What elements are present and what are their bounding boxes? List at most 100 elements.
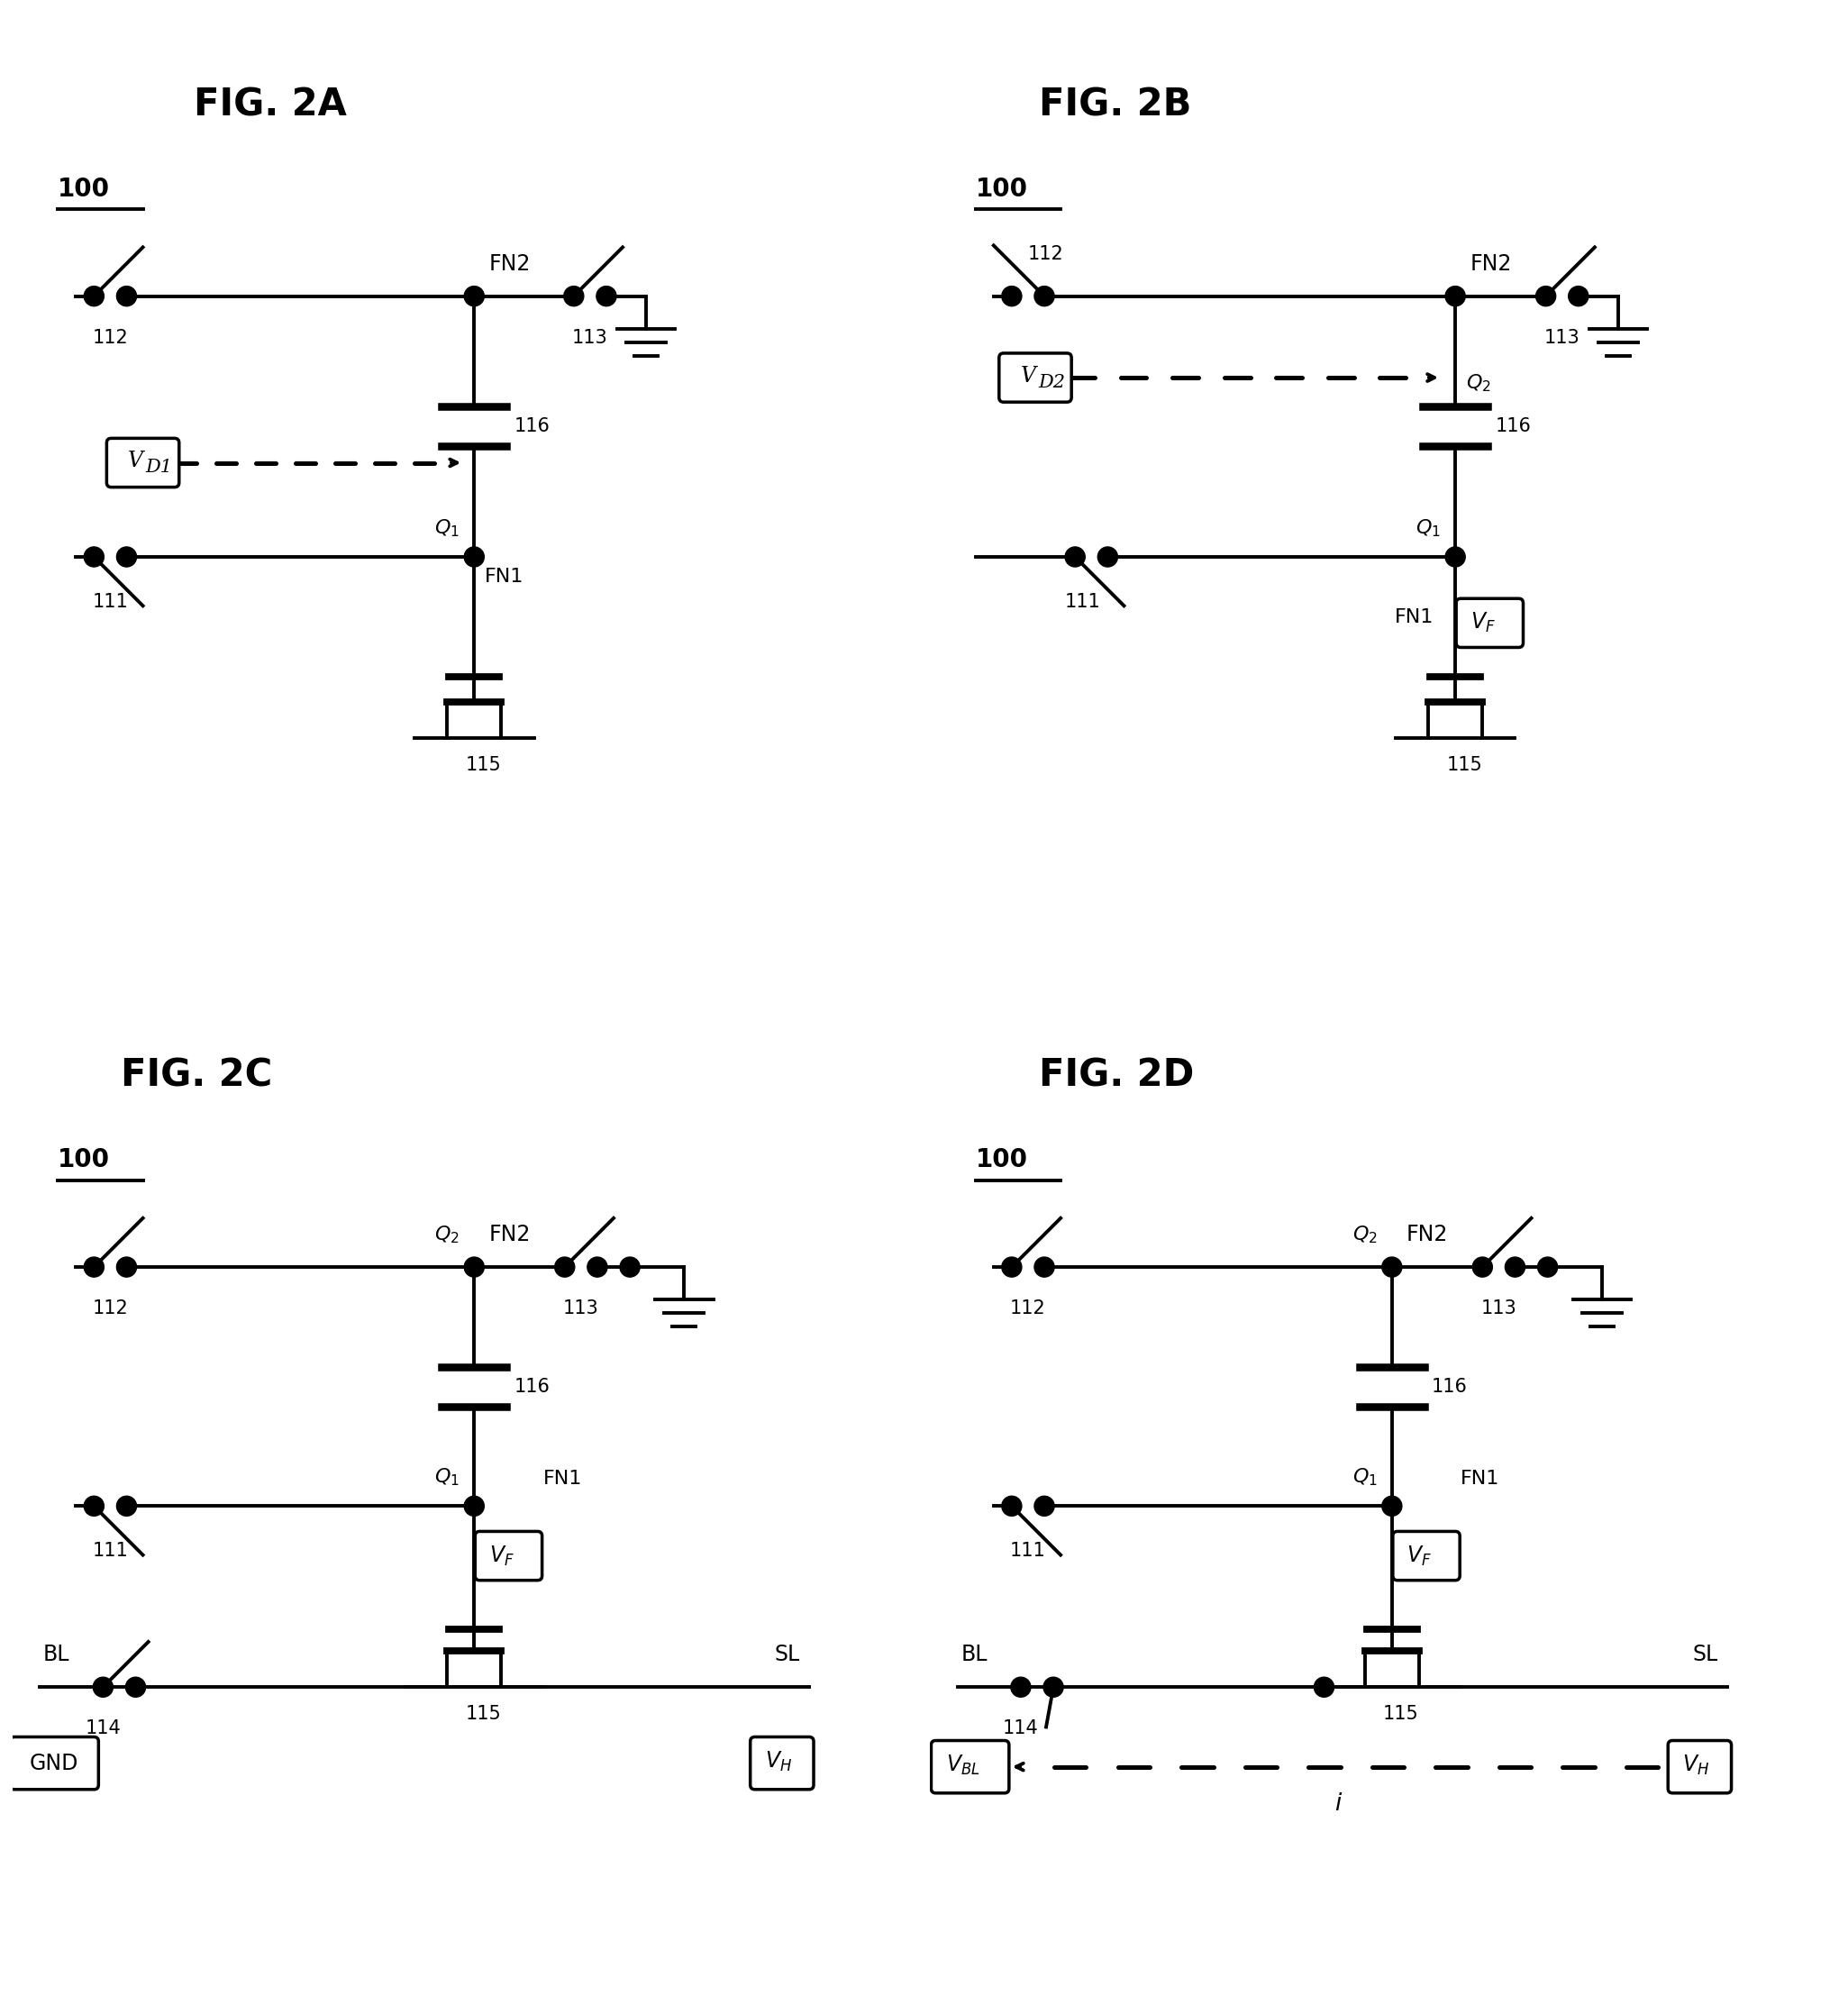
Circle shape [83, 287, 103, 307]
Text: 113: 113 [573, 329, 608, 347]
Circle shape [83, 1257, 103, 1277]
Circle shape [83, 547, 103, 567]
Text: V: V [128, 451, 144, 471]
Circle shape [126, 1676, 146, 1696]
Text: 115: 115 [466, 756, 501, 774]
FancyBboxPatch shape [1000, 353, 1072, 403]
FancyBboxPatch shape [107, 439, 179, 487]
Text: 113: 113 [564, 1299, 599, 1317]
Circle shape [116, 1496, 137, 1516]
Text: SL: SL [774, 1644, 800, 1666]
Circle shape [1044, 1676, 1063, 1696]
Text: FN1: FN1 [543, 1470, 582, 1488]
FancyBboxPatch shape [931, 1740, 1009, 1792]
Text: $V_F$: $V_F$ [1406, 1544, 1432, 1568]
Text: 112: 112 [1011, 1299, 1046, 1317]
FancyBboxPatch shape [475, 1532, 541, 1580]
Text: SL: SL [1693, 1644, 1719, 1666]
Text: 100: 100 [976, 176, 1027, 203]
Text: 112: 112 [92, 1299, 128, 1317]
Text: $V_F$: $V_F$ [1471, 612, 1495, 636]
Text: BL: BL [43, 1644, 70, 1666]
Circle shape [1035, 287, 1053, 307]
Text: V: V [1020, 365, 1035, 387]
Text: $Q_2$: $Q_2$ [1353, 1225, 1377, 1245]
Circle shape [1002, 1257, 1022, 1277]
Circle shape [1569, 287, 1589, 307]
Text: FN2: FN2 [1469, 253, 1512, 275]
Circle shape [1538, 1257, 1558, 1277]
Text: 113: 113 [1480, 1299, 1517, 1317]
Text: 100: 100 [57, 176, 111, 203]
Text: $Q_1$: $Q_1$ [434, 517, 460, 539]
Circle shape [464, 1257, 484, 1277]
Text: 113: 113 [1545, 329, 1580, 347]
Circle shape [588, 1257, 608, 1277]
Text: 116: 116 [1432, 1377, 1467, 1395]
Circle shape [464, 287, 484, 307]
Text: 116: 116 [514, 417, 551, 435]
Text: $V_{BL}$: $V_{BL}$ [946, 1752, 979, 1776]
Circle shape [597, 287, 615, 307]
Text: 112: 112 [92, 329, 128, 347]
Text: $V_H$: $V_H$ [765, 1750, 793, 1772]
Circle shape [619, 1257, 639, 1277]
Text: 115: 115 [1382, 1704, 1419, 1722]
FancyBboxPatch shape [1393, 1532, 1460, 1580]
Text: $V_H$: $V_H$ [1682, 1752, 1709, 1776]
Text: FN2: FN2 [488, 253, 530, 275]
Circle shape [92, 1676, 113, 1696]
Circle shape [1035, 1496, 1053, 1516]
Text: 114: 114 [85, 1720, 120, 1738]
Text: 111: 111 [1011, 1542, 1046, 1560]
Text: $Q_1$: $Q_1$ [1353, 1468, 1377, 1488]
Circle shape [1382, 1257, 1403, 1277]
Text: $i$: $i$ [1334, 1792, 1343, 1815]
Text: FIG. 2B: FIG. 2B [1039, 86, 1192, 124]
Text: FIG. 2D: FIG. 2D [1039, 1057, 1194, 1095]
Circle shape [1473, 1257, 1493, 1277]
Circle shape [116, 287, 137, 307]
Text: FN1: FN1 [484, 567, 525, 585]
Circle shape [564, 287, 584, 307]
Text: $Q_1$: $Q_1$ [1416, 517, 1441, 539]
Circle shape [116, 547, 137, 567]
Text: $Q_2$: $Q_2$ [1465, 373, 1491, 393]
Circle shape [1382, 1496, 1403, 1516]
Text: FN2: FN2 [488, 1223, 530, 1245]
Circle shape [1098, 547, 1118, 567]
FancyBboxPatch shape [9, 1736, 98, 1788]
Text: 116: 116 [1495, 417, 1530, 435]
Text: $V_F$: $V_F$ [490, 1544, 514, 1568]
Circle shape [1035, 1257, 1053, 1277]
Text: 115: 115 [466, 1704, 501, 1722]
Circle shape [464, 547, 484, 567]
Text: 115: 115 [1447, 756, 1482, 774]
Text: FN1: FN1 [1395, 610, 1434, 626]
FancyBboxPatch shape [1669, 1740, 1732, 1792]
Text: 111: 111 [92, 593, 128, 612]
Text: 111: 111 [1064, 593, 1100, 612]
Text: FN2: FN2 [1406, 1223, 1449, 1245]
Text: $Q_1$: $Q_1$ [434, 1468, 460, 1488]
Circle shape [1445, 547, 1465, 567]
Circle shape [554, 1257, 575, 1277]
Circle shape [1064, 547, 1085, 567]
Text: 114: 114 [1003, 1720, 1039, 1738]
Circle shape [1504, 1257, 1525, 1277]
Text: $Q_2$: $Q_2$ [434, 1225, 460, 1245]
Circle shape [1011, 1676, 1031, 1696]
FancyBboxPatch shape [1456, 599, 1523, 648]
Text: 112: 112 [1027, 245, 1064, 263]
Text: FN1: FN1 [1460, 1470, 1501, 1488]
Circle shape [1002, 287, 1022, 307]
Circle shape [464, 1496, 484, 1516]
Circle shape [83, 1496, 103, 1516]
Text: FIG. 2C: FIG. 2C [122, 1057, 274, 1095]
Text: 116: 116 [514, 1377, 551, 1395]
Circle shape [116, 1257, 137, 1277]
Text: BL: BL [961, 1644, 987, 1666]
Circle shape [1536, 287, 1556, 307]
FancyBboxPatch shape [750, 1736, 813, 1788]
Text: FIG. 2A: FIG. 2A [194, 86, 347, 124]
